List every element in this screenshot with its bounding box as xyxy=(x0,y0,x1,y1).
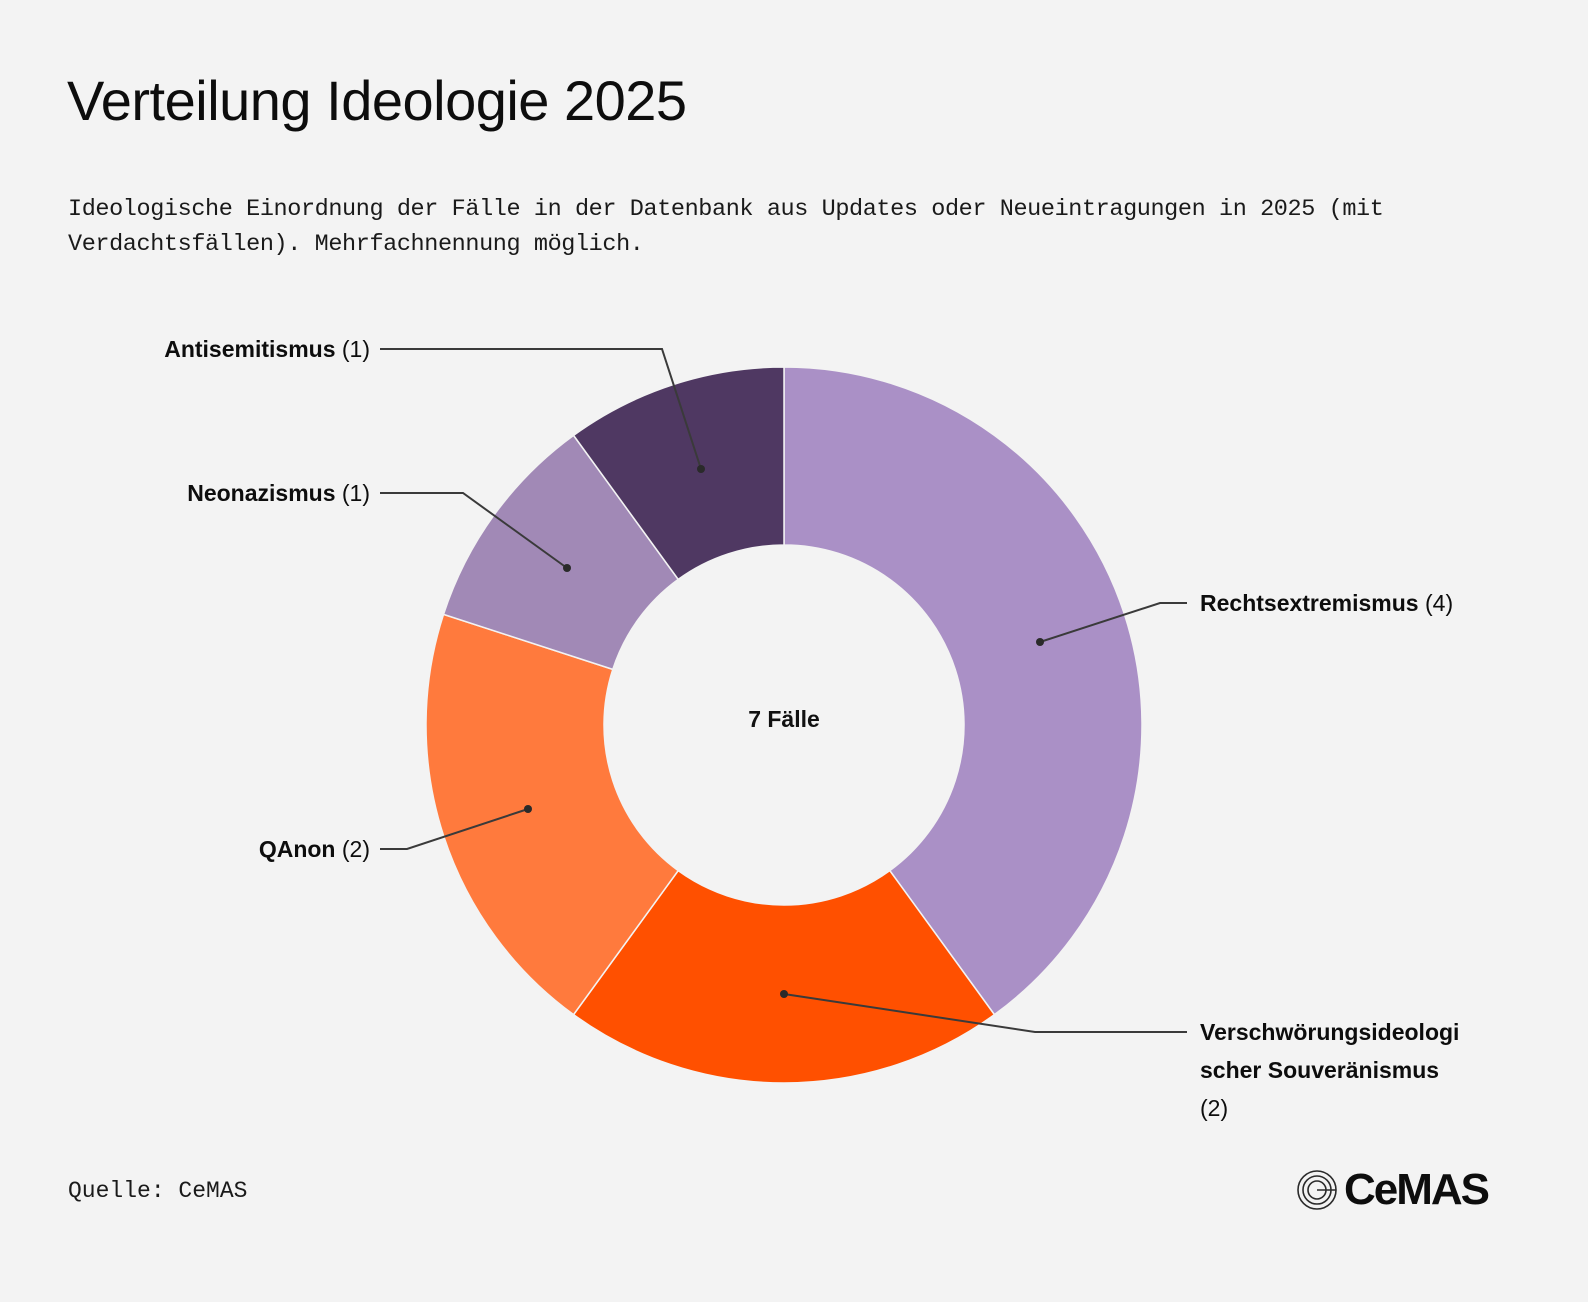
label-qanon: QAnon (2) xyxy=(100,830,370,868)
label-rechtsextremismus: Rechtsextremismus (4) xyxy=(1200,584,1560,622)
label-name: Rechtsextremismus xyxy=(1200,590,1419,616)
slice-qanon xyxy=(425,613,680,1016)
label-verschwoerung: Verschwörungsideologi scher Souveränismu… xyxy=(1200,1013,1540,1127)
label-count: (4) xyxy=(1425,590,1454,616)
leader-line-neonazismus xyxy=(380,492,568,569)
label-antisemitismus: Antisemitismus (1) xyxy=(100,330,370,368)
label-neonazismus: Neonazismus (1) xyxy=(100,474,370,512)
label-name-line1: Verschwörungsideologi xyxy=(1200,1019,1460,1045)
leader-line-verschwoerung xyxy=(783,993,1187,1033)
chart-subtitle: Ideologische Einordnung der Fälle in der… xyxy=(68,196,1384,258)
label-name-line2: scher Souveränismus xyxy=(1200,1057,1440,1083)
leader-line-antisemitismus xyxy=(380,348,702,470)
label-count: (1) xyxy=(341,480,370,506)
leader-line-qanon xyxy=(380,808,529,850)
cemas-spiral-icon xyxy=(1297,1170,1337,1210)
leader-lines xyxy=(380,348,1187,1033)
label-name: QAnon xyxy=(258,836,336,862)
label-count: (1) xyxy=(341,336,370,362)
leader-dots xyxy=(524,465,1044,998)
donut-slices xyxy=(425,366,1143,1084)
label-name: Neonazismus xyxy=(187,480,336,506)
label-name: Antisemitismus xyxy=(164,336,336,362)
leader-line-rechtsextremismus xyxy=(1039,602,1187,643)
label-count: (2) xyxy=(341,836,370,862)
center-total-label: 7 Fälle xyxy=(748,706,820,732)
logo-text: CeMAS xyxy=(1344,1165,1490,1214)
slice-antisemitismus xyxy=(572,366,785,581)
slice-rechtsextremismus xyxy=(783,366,1143,1016)
label-count: (2) xyxy=(1200,1095,1229,1121)
chart-title: Verteilung Ideologie 2025 xyxy=(67,69,687,132)
cemas-logo: CeMAS xyxy=(1296,1165,1490,1214)
slice-verschwörungsideologischer-souveränismus xyxy=(572,869,996,1084)
source-note: Quelle: CeMAS xyxy=(68,1178,248,1204)
